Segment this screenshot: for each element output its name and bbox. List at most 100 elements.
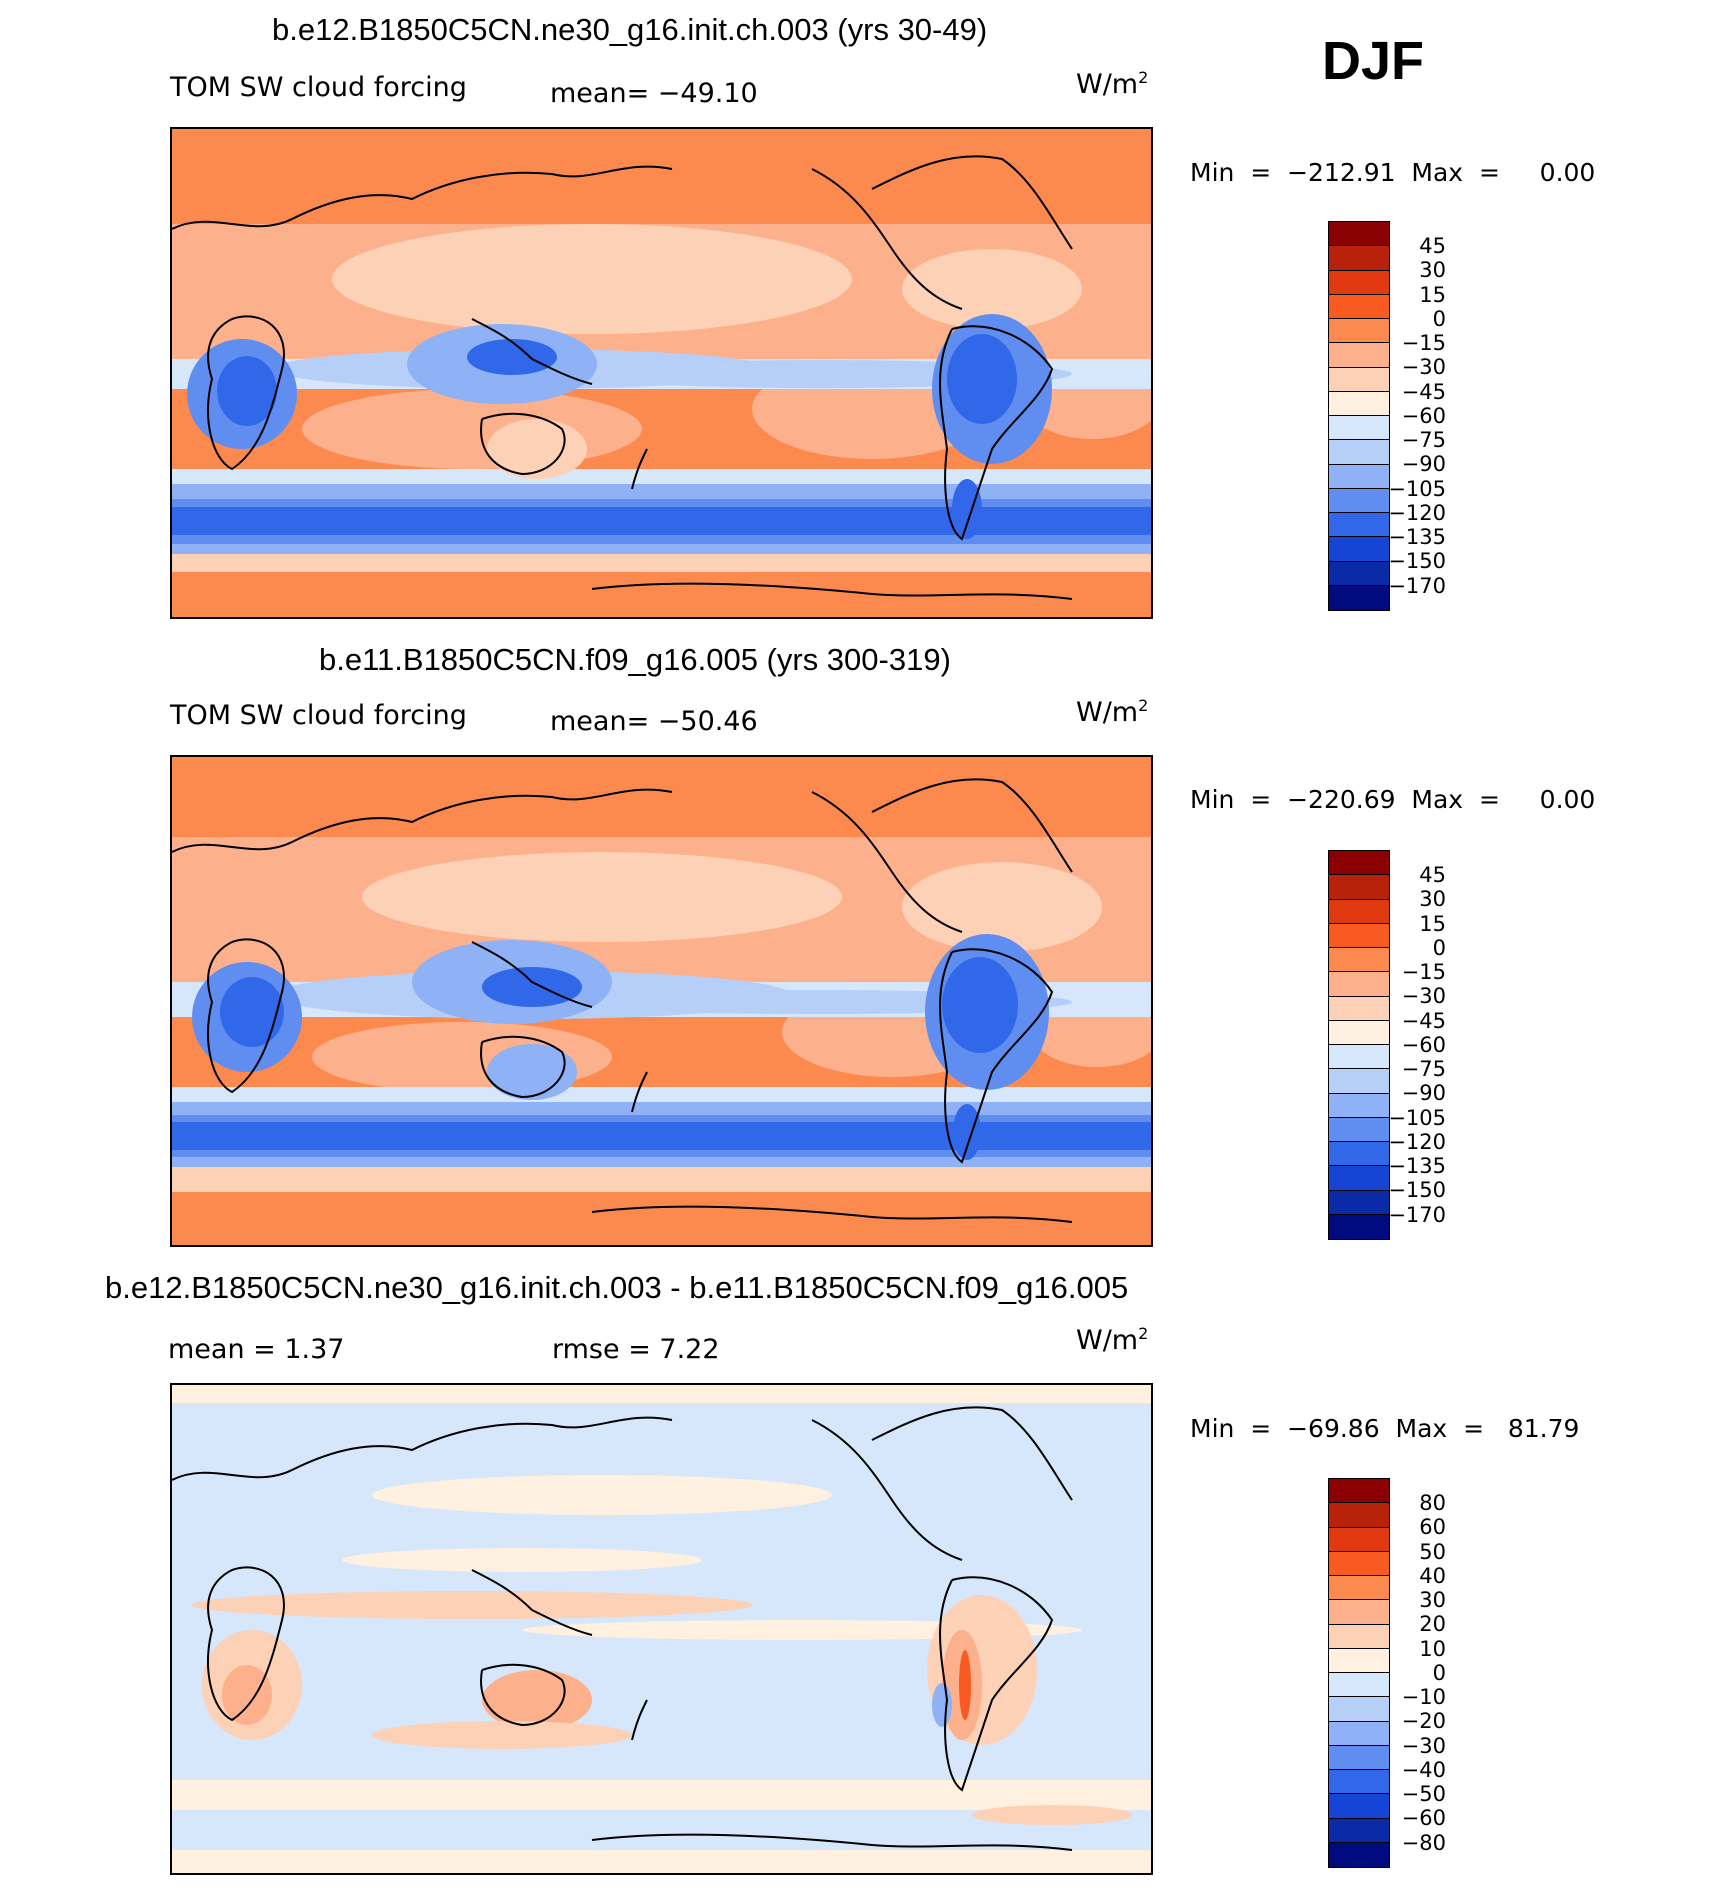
panel-top-variable: TOM SW cloud forcing	[170, 72, 467, 103]
colorbar-swatch	[1329, 1745, 1389, 1770]
panel-middle-variable: TOM SW cloud forcing	[170, 700, 467, 731]
season-label: DJF	[1322, 31, 1425, 91]
colorbar-level-label: −30	[1401, 984, 1446, 1009]
colorbar-level-label: −45	[1401, 379, 1446, 404]
colorbar-swatch	[1329, 1020, 1389, 1045]
colorbar-level-label: −90	[1401, 1081, 1446, 1106]
colorbar-swatch	[1329, 1117, 1389, 1142]
colorbar-level-label: −20	[1401, 1709, 1446, 1734]
panel-bottom-colorbar	[1328, 1478, 1390, 1868]
colorbar-level-label: 80	[1419, 1491, 1446, 1515]
colorbar-level-label: −60	[1401, 1806, 1446, 1831]
colorbar-swatch	[1329, 319, 1389, 344]
colorbar-level-label: −60	[1401, 403, 1446, 428]
colorbar-swatch	[1329, 1818, 1389, 1843]
colorbar-swatch	[1329, 1142, 1389, 1167]
panel-bottom-colorbar-labels: 80 60 50 40 30 20 10 0 −10 −20 −30 −40 −50 −60 −80	[1388, 1491, 1446, 1855]
colorbar-swatch	[1329, 1045, 1389, 1070]
panel-bottom-rmse: rmse = 7.22	[552, 1334, 720, 1365]
colorbar-level-label: −135	[1388, 525, 1446, 549]
panel-top-units: W/m2	[1076, 68, 1149, 100]
colorbar-level-label: −150	[1388, 1178, 1446, 1203]
colorbar-swatch	[1329, 270, 1389, 295]
colorbar-level-label: 40	[1419, 1563, 1446, 1588]
colorbar-swatch	[1329, 1842, 1389, 1867]
colorbar-swatch	[1329, 246, 1389, 271]
colorbar-swatch	[1329, 1648, 1389, 1673]
colorbar-swatch	[1329, 1673, 1389, 1698]
colorbar-swatch	[1329, 1551, 1389, 1576]
colorbar-swatch	[1329, 996, 1389, 1021]
colorbar-swatch	[1329, 440, 1389, 465]
colorbar-swatch	[1329, 1093, 1389, 1118]
colorbar-level-label: −170	[1388, 1202, 1446, 1227]
colorbar-level-label: −90	[1401, 452, 1446, 477]
colorbar-level-label: 30	[1419, 887, 1446, 912]
colorbar-swatch	[1329, 972, 1389, 997]
colorbar-level-label: −75	[1401, 1057, 1446, 1081]
panel-bottom-mean: mean = 1.37	[168, 1334, 345, 1365]
colorbar-level-label: 30	[1419, 258, 1446, 283]
colorbar-level-label: −120	[1388, 1129, 1446, 1154]
panel-top-colorbar	[1328, 221, 1390, 611]
colorbar-swatch	[1329, 1770, 1389, 1795]
panel-middle-map	[170, 755, 1153, 1247]
colorbar-level-label: −150	[1388, 549, 1446, 574]
colorbar-swatch	[1329, 1527, 1389, 1552]
colorbar-swatch	[1329, 1214, 1389, 1239]
panel-bottom-title: b.e12.B1850C5CN.ne30_g16.init.ch.003 - b…	[105, 1270, 1129, 1305]
colorbar-level-label: 45	[1419, 234, 1446, 258]
colorbar-level-label: 15	[1419, 282, 1446, 307]
colorbar-level-label: −30	[1401, 355, 1446, 380]
colorbar-level-label: −15	[1401, 331, 1446, 355]
panel-middle-units: W/m2	[1076, 696, 1149, 728]
colorbar-swatch	[1329, 294, 1389, 319]
colorbar-swatch	[1329, 1190, 1389, 1215]
panel-middle-colorbar	[1328, 850, 1390, 1240]
colorbar-level-label: −170	[1388, 573, 1446, 598]
colorbar-level-label: −120	[1388, 500, 1446, 525]
colorbar-level-label: −80	[1401, 1830, 1446, 1855]
colorbar-swatch	[1329, 416, 1389, 441]
colorbar-level-label: −50	[1401, 1782, 1446, 1806]
colorbar-level-label: 45	[1419, 863, 1446, 887]
colorbar-level-label: −10	[1401, 1685, 1446, 1709]
colorbar-swatch	[1329, 464, 1389, 489]
panel-top-minmax: Min = −212.91 Max = 0.00	[1190, 158, 1596, 187]
colorbar-level-label: −60	[1401, 1032, 1446, 1057]
colorbar-swatch	[1329, 1479, 1389, 1504]
colorbar-swatch	[1329, 1697, 1389, 1722]
colorbar-level-label: −105	[1388, 1105, 1446, 1130]
colorbar-swatch	[1329, 561, 1389, 586]
panel-middle-minmax: Min = −220.69 Max = 0.00	[1190, 785, 1596, 814]
colorbar-level-label: 20	[1419, 1612, 1446, 1637]
panel-top-map	[170, 127, 1153, 619]
colorbar-swatch	[1329, 222, 1389, 247]
panel-middle-title: b.e11.B1850C5CN.f09_g16.005 (yrs 300-319…	[319, 642, 951, 677]
colorbar-swatch	[1329, 343, 1389, 368]
panel-bottom-map	[170, 1383, 1153, 1875]
colorbar-level-label: −40	[1401, 1757, 1446, 1782]
colorbar-level-label: −15	[1401, 960, 1446, 984]
colorbar-swatch	[1329, 1166, 1389, 1191]
colorbar-swatch	[1329, 537, 1389, 562]
panel-top-mean: mean= −49.10	[550, 78, 758, 109]
colorbar-swatch	[1329, 367, 1389, 392]
colorbar-swatch	[1329, 585, 1389, 610]
panel-middle-mean: mean= −50.46	[550, 706, 758, 737]
colorbar-level-label: 0	[1432, 1660, 1446, 1685]
colorbar-level-label: −105	[1388, 476, 1446, 501]
colorbar-level-label: 0	[1432, 306, 1446, 331]
panel-bottom-minmax: Min = −69.86 Max = 81.79	[1190, 1414, 1580, 1443]
colorbar-level-label: −75	[1401, 428, 1446, 452]
colorbar-level-label: 60	[1419, 1515, 1446, 1540]
colorbar-swatch	[1329, 1069, 1389, 1094]
panel-middle-colorbar-labels: 45 30 15 0 −15 −30 −45 −60 −75 −90 −105 −120 −135 −15…	[1388, 863, 1446, 1227]
panel-top-title: b.e12.B1850C5CN.ne30_g16.init.ch.003 (yr…	[272, 12, 988, 47]
colorbar-level-label: 10	[1419, 1636, 1446, 1661]
colorbar-swatch	[1329, 391, 1389, 416]
colorbar-level-label: 0	[1432, 935, 1446, 960]
colorbar-level-label: −135	[1388, 1154, 1446, 1178]
colorbar-swatch	[1329, 1721, 1389, 1746]
colorbar-swatch	[1329, 923, 1389, 948]
